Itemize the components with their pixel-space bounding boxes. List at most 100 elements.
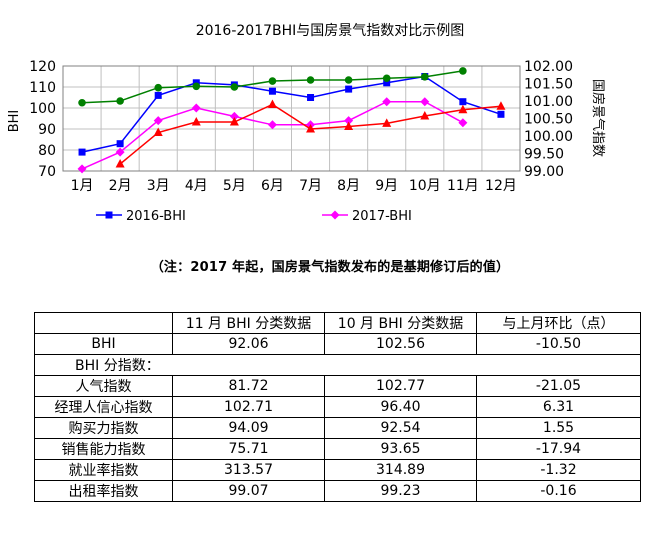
table-cell: -1.32 [476,459,641,481]
table-cell: 经理人信心指数 [34,396,173,418]
plot-frame [62,65,521,172]
data-point [382,97,392,107]
data-point [116,97,124,105]
y-tick-label-right: 101.50 [524,77,573,93]
legend-marker [105,211,113,219]
data-point [458,118,468,128]
table-cell: 1.55 [476,417,641,439]
data-point [383,79,391,87]
table-cell: BHI [34,333,173,355]
data-point [191,103,201,113]
data-point [115,159,125,168]
series-line [81,75,502,153]
table-cell: -17.94 [476,438,641,460]
y-tick-label-left: 110 [29,80,56,96]
legend-item: 2016-BHI [96,209,186,224]
table-cell: 6.31 [476,396,641,418]
y-tick-label-right: 99.00 [524,164,564,180]
data-point [115,147,125,157]
table-row: 就业率指数 313.57 314.89 -1.32 [34,459,641,481]
data-point [229,111,239,121]
table-row: BHI 92.06 102.56 -10.50 [34,333,641,355]
legend-label: 2016-BHI [126,209,186,224]
data-point [191,117,201,126]
data-point [459,67,467,75]
x-tick-label: 11月 [447,178,479,194]
y-tick-label-left: 80 [38,143,56,159]
x-tick-label: 8月 [337,178,360,194]
data-point [382,74,391,83]
data-point [230,83,239,91]
table-cell: 102.71 [172,396,325,418]
data-point [77,164,87,174]
data-point [306,124,316,133]
bhi-table: 11 月 BHI 分类数据 10 月 BHI 分类数据 与上月环比（点） BHI… [34,312,641,502]
table-row: 购买力指数 94.09 92.54 1.55 [34,417,641,439]
table-cell: -0.16 [476,480,641,502]
data-point [267,99,277,108]
legend-marker [330,210,340,220]
table-cell: 314.89 [324,459,477,481]
series-index-2 [78,67,467,107]
table-cell: 81.72 [172,375,325,397]
data-point [420,111,430,120]
table-cell: 93.65 [324,438,477,460]
y-tick-label-right: 102.00 [524,59,573,75]
y-tick-label-left: 70 [38,164,56,180]
data-point [192,82,201,91]
table-cell: 96.40 [324,396,477,418]
y-tick-label-left: 90 [38,122,56,138]
data-point [306,76,315,84]
series-2017-bhi [77,97,468,174]
table-row: 人气指数 81.72 102.77 -21.05 [34,375,641,397]
table-cell: -10.50 [476,333,641,355]
legend-item: 2017-BHI [322,209,412,224]
table-cell: 92.06 [172,333,325,355]
table-cell: 92.54 [324,417,477,439]
data-point [344,76,353,84]
data-point [268,87,276,95]
legend-label: 2017-BHI [352,209,412,224]
x-tick-label: 4月 [185,178,208,194]
table-header: 11 月 BHI 分类数据 [172,312,325,334]
table-cell: 94.09 [172,417,325,439]
x-tick-label: 9月 [375,178,398,194]
y-tick-label-right: 101.00 [524,94,573,110]
y-tick-label-right: 100.00 [524,129,573,145]
x-tick-label: 6月 [261,178,284,194]
table-header: 与上月环比（点） [476,312,641,334]
table-cell: 99.07 [172,480,325,502]
data-point [459,98,467,106]
data-point [497,110,505,118]
table-cell: 99.23 [324,480,477,502]
table-subheading-row: BHI 分指数： [34,354,641,376]
chart-legend: 2016-BHI 2017-BHI [96,209,412,224]
series-index-3 [115,99,506,168]
y-tick-label-left: 100 [29,101,56,117]
table-cell: 出租率指数 [34,480,173,502]
data-point [154,83,163,92]
data-point [267,120,277,130]
data-point [420,73,429,81]
data-point [420,97,430,107]
chart-axes [62,65,521,172]
x-tick-label: 3月 [147,178,170,194]
table-header: 10 月 BHI 分类数据 [324,312,477,334]
data-point [496,101,506,110]
comparison-chart: 2016-2017BHI与国房景气指数对比示例图 70 80 90 100 110 120… [7,23,606,224]
x-tick-label: 2月 [109,178,132,194]
table-cell: -21.05 [476,375,641,397]
data-point [344,116,354,126]
x-tick-label: 5月 [223,178,246,194]
x-tick-label: 1月 [71,178,94,194]
y-tick-label-right: 99.50 [524,147,564,163]
y-tick-label-right: 100.50 [524,112,573,128]
data-point [307,94,315,101]
table-row: 经理人信心指数 102.71 96.40 6.31 [34,396,641,418]
y-axis-right-label: 国房景气指数 [590,79,606,157]
table-subheading: BHI 分指数： [34,354,641,376]
x-tick-label: 10月 [409,178,441,194]
chart-series [77,67,506,174]
data-point [78,148,86,156]
footnote: （注：2017 年起，国房景气指数发布的是基期修订后的值） [150,260,510,275]
